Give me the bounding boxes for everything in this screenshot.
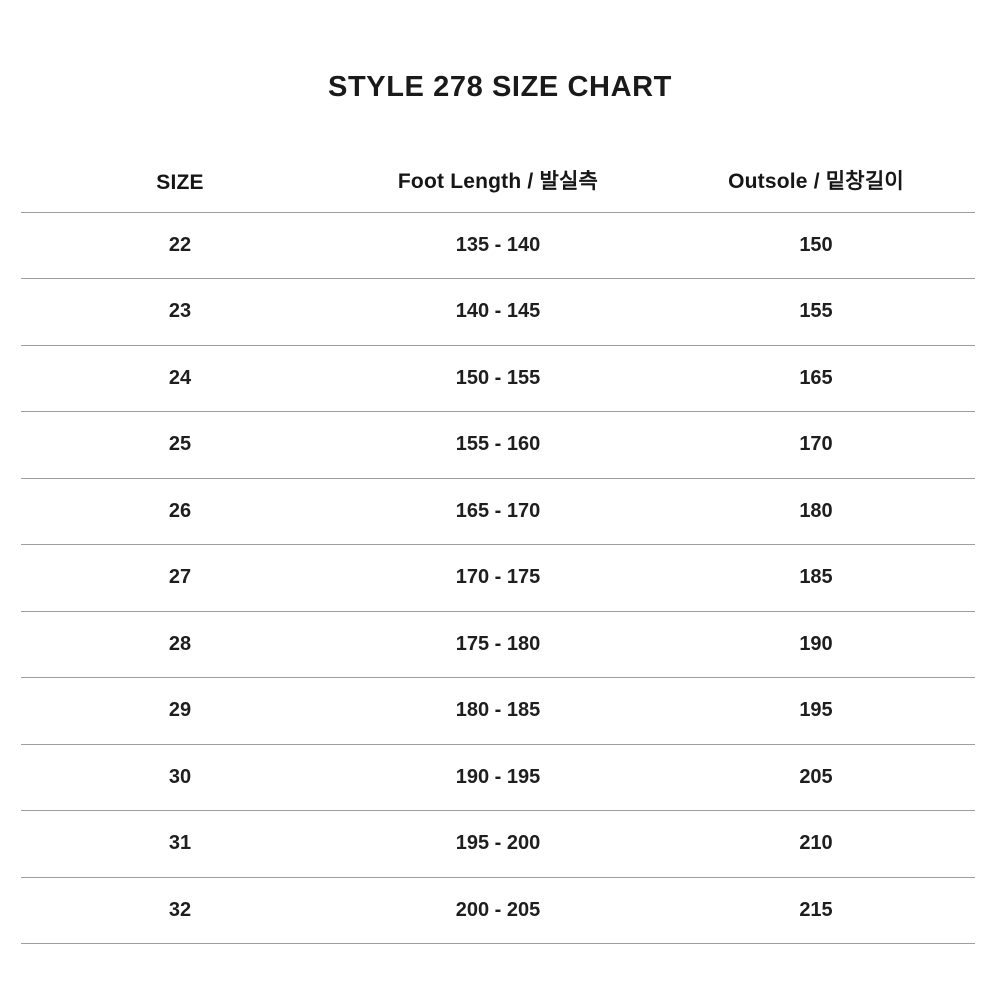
foot-length-cell: 165 - 170 <box>339 478 657 545</box>
outsole-cell: 190 <box>657 611 975 678</box>
outsole-cell: 185 <box>657 544 975 612</box>
size-cell: 30 <box>21 744 339 811</box>
foot-length-cell: 140 - 145 <box>339 278 657 346</box>
table-row: 23 140 - 145 155 <box>21 278 975 346</box>
size-cell: 24 <box>21 345 339 412</box>
size-cell: 26 <box>21 478 339 545</box>
table-row: 25 155 - 160 170 <box>21 411 975 479</box>
col-header-outsole: Outsole / 밑창길이 <box>657 112 975 213</box>
page-title: STYLE 278 SIZE CHART <box>328 71 672 103</box>
table-row: 31 195 - 200 210 <box>21 810 975 878</box>
size-cell: 22 <box>21 212 339 279</box>
col-header-size: SIZE <box>21 112 339 213</box>
table-row: 29 180 - 185 195 <box>21 677 975 745</box>
outsole-cell: 165 <box>657 345 975 412</box>
foot-length-cell: 135 - 140 <box>339 212 657 279</box>
foot-length-cell: 175 - 180 <box>339 611 657 678</box>
outsole-cell: 170 <box>657 411 975 479</box>
size-cell: 31 <box>21 810 339 878</box>
foot-length-cell: 150 - 155 <box>339 345 657 412</box>
header-row: SIZE Foot Length / 발실측 Outsole / 밑창길이 <box>21 112 975 213</box>
foot-length-cell: 180 - 185 <box>339 677 657 745</box>
foot-length-cell: 155 - 160 <box>339 411 657 479</box>
foot-length-cell: 195 - 200 <box>339 810 657 878</box>
table-header: SIZE Foot Length / 발실측 Outsole / 밑창길이 <box>21 112 975 213</box>
size-cell: 28 <box>21 611 339 678</box>
table-row: 32 200 - 205 215 <box>21 877 975 944</box>
outsole-cell: 150 <box>657 212 975 279</box>
foot-length-cell: 190 - 195 <box>339 744 657 811</box>
table-row: 26 165 - 170 180 <box>21 478 975 545</box>
outsole-cell: 205 <box>657 744 975 811</box>
table-body: 22 135 - 140 150 23 140 - 145 155 24 150… <box>21 212 975 944</box>
foot-length-cell: 200 - 205 <box>339 877 657 944</box>
size-chart-table: SIZE Foot Length / 발실측 Outsole / 밑창길이 22… <box>21 112 975 944</box>
size-cell: 23 <box>21 278 339 346</box>
outsole-cell: 195 <box>657 677 975 745</box>
size-cell: 32 <box>21 877 339 944</box>
table-row: 27 170 - 175 185 <box>21 544 975 612</box>
outsole-cell: 215 <box>657 877 975 944</box>
table-row: 24 150 - 155 165 <box>21 345 975 412</box>
table-row: 30 190 - 195 205 <box>21 744 975 811</box>
size-cell: 27 <box>21 544 339 612</box>
outsole-cell: 210 <box>657 810 975 878</box>
outsole-cell: 155 <box>657 278 975 346</box>
outsole-cell: 180 <box>657 478 975 545</box>
table-row: 22 135 - 140 150 <box>21 212 975 279</box>
col-header-foot-length: Foot Length / 발실측 <box>339 112 657 213</box>
size-cell: 25 <box>21 411 339 479</box>
size-cell: 29 <box>21 677 339 745</box>
table-row: 28 175 - 180 190 <box>21 611 975 678</box>
foot-length-cell: 170 - 175 <box>339 544 657 612</box>
